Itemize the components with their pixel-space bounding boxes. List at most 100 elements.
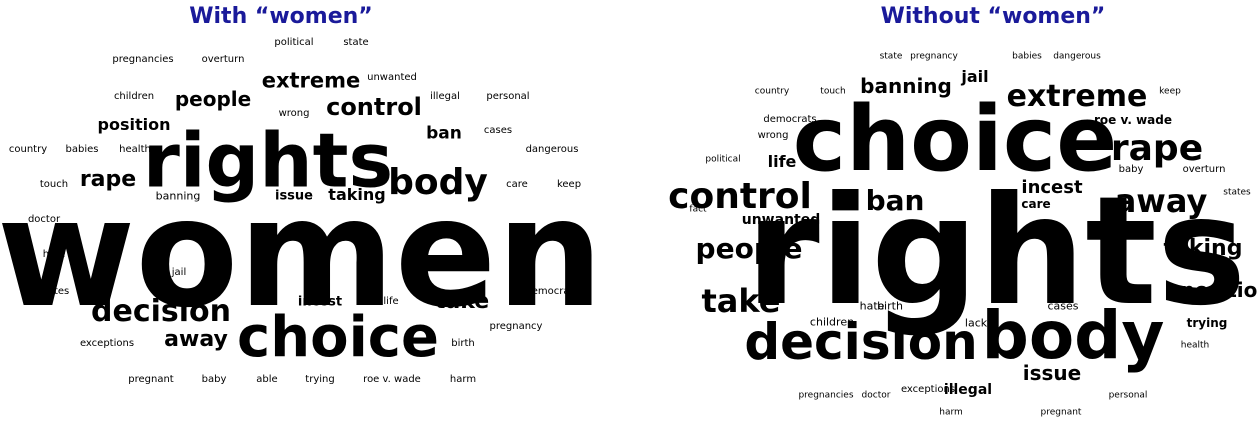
word-rights: rights [745, 165, 1247, 339]
word-cases: cases [483, 125, 513, 136]
word-incest: incest [297, 294, 343, 310]
word-lack: lack [541, 232, 563, 243]
word-pregnant: pregnant [128, 374, 174, 385]
word-cases: cases [1047, 299, 1079, 313]
word-decision: decision [744, 313, 978, 371]
word-people: people [174, 87, 252, 111]
word-pregnancies: pregnancies [112, 54, 174, 65]
word-wrong: wrong [278, 108, 310, 119]
word-control: control [668, 176, 812, 217]
word-exceptions: exceptions [79, 338, 135, 349]
word-baby: baby [1118, 164, 1144, 175]
word-rights: rights [142, 116, 394, 205]
word-extreme: extreme [1006, 79, 1148, 114]
word-away: away [164, 327, 228, 352]
word-political: political [274, 37, 314, 48]
word-keep: keep [556, 179, 582, 190]
word-democrats: democrats [525, 286, 579, 297]
word-harm: harm [449, 374, 477, 385]
word-birth: birth [451, 338, 475, 349]
left-cloud-title: With “women” [189, 4, 373, 29]
word-lack: lack [964, 316, 988, 330]
word-babies: babies [1012, 51, 1042, 62]
word-harm: harm [939, 407, 963, 418]
word-position: position [1180, 278, 1258, 302]
word-overturn: overturn [201, 54, 245, 65]
word-states: states [38, 286, 70, 297]
word-hate: hate [859, 299, 885, 313]
word-issue: issue [1022, 361, 1082, 385]
right-word-cloud: rights choice body decision control extreme ra… [640, 0, 1258, 421]
word-touch: touch [39, 179, 69, 190]
word-roe-v-wade: roe v. wade [1094, 113, 1172, 127]
word-taking: taking [328, 185, 386, 204]
word-exceptions: exceptions [900, 384, 956, 395]
word-life: life [383, 296, 399, 307]
word-dangerous: dangerous [1053, 51, 1101, 62]
word-control: control [326, 93, 422, 121]
word-ban: ban [426, 123, 462, 144]
word-fact: fact [689, 204, 707, 215]
word-unwanted: unwanted [367, 72, 417, 83]
word-people: people [695, 232, 803, 265]
word-wrong: wrong [757, 130, 789, 141]
word-overturn: overturn [1182, 164, 1226, 175]
word-jail: jail [171, 267, 187, 278]
word-personal: personal [486, 91, 530, 102]
word-health: health [1180, 340, 1210, 351]
word-personal: personal [1108, 390, 1148, 401]
word-babies: babies [65, 144, 99, 155]
word-taking: taking [1163, 236, 1243, 261]
word-women: women [0, 167, 604, 341]
word-political: political [705, 154, 741, 165]
word-baby: baby [201, 374, 227, 385]
word-state: state [879, 51, 903, 62]
word-doctor: doctor [861, 390, 891, 401]
left-word-cloud: women rights choice body decision extreme cont… [0, 0, 604, 421]
word-birth: birth [877, 299, 903, 313]
word-extreme: extreme [261, 68, 361, 93]
word-dangerous: dangerous [525, 144, 579, 155]
word-democrats: democrats [763, 114, 817, 125]
word-body: body [981, 297, 1165, 374]
word-decision: decision [91, 294, 231, 329]
word-care: care [1021, 197, 1051, 211]
word-children: children [113, 91, 155, 102]
word-choice: choice [237, 305, 439, 370]
word-health: health [119, 144, 151, 155]
word-take: take [701, 282, 781, 320]
word-hate: hate [42, 249, 66, 260]
word-choice: choice [792, 87, 1118, 192]
word-incest: incest [1021, 177, 1083, 198]
word-issue: issue [274, 188, 314, 204]
word-trying: trying [1186, 316, 1228, 330]
word-take: take [434, 289, 490, 314]
word-state: state [343, 37, 369, 48]
word-trying: trying [305, 374, 335, 385]
word-illegal: illegal [943, 382, 993, 398]
right-cloud-title: Without “women” [880, 4, 1106, 29]
word-life: life [767, 152, 797, 171]
word-rape: rape [79, 167, 137, 192]
word-away: away [1114, 182, 1208, 220]
word-able: able [256, 374, 278, 385]
word-body: body [388, 162, 488, 203]
word-touch: touch [820, 86, 846, 97]
word-ban: ban [865, 184, 925, 217]
word-roe-v-wade: roe v. wade [363, 374, 421, 385]
word-pregnancy: pregnancy [910, 51, 958, 62]
word-keep: keep [1159, 86, 1181, 97]
word-banning: banning [860, 74, 952, 98]
word-doctor: doctor [27, 214, 61, 225]
word-country: country [8, 144, 48, 155]
word-pregnancies: pregnancies [798, 390, 854, 401]
word-children: children [809, 315, 855, 329]
word-pregnant: pregnant [1040, 407, 1082, 418]
word-country: country [754, 86, 790, 97]
word-states: states [1223, 187, 1251, 198]
word-jail: jail [961, 67, 989, 86]
word-rape: rape [1110, 128, 1204, 169]
word-position: position [97, 115, 171, 134]
word-pregnancy: pregnancy [489, 321, 543, 332]
